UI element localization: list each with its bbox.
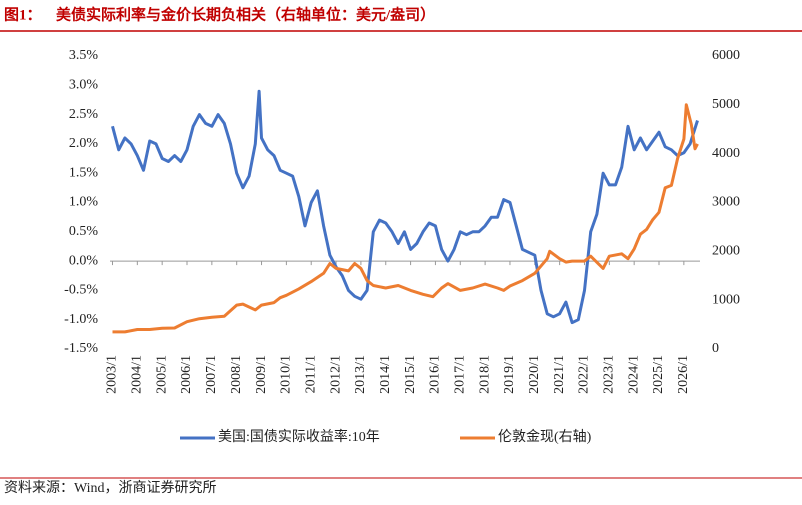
x-tick-label: 2008/1: [229, 355, 244, 394]
x-tick-label: 2005/1: [154, 355, 169, 394]
y-tick-label: 3.0%: [69, 78, 99, 93]
y2-tick-label: 0: [712, 341, 719, 356]
x-tick-label: 2022/1: [577, 355, 592, 394]
legend-label: 美国:国债实际收益率:10年: [218, 428, 380, 445]
x-tick-label: 2019/1: [502, 355, 517, 394]
x-tick-label: 2017/1: [452, 355, 467, 394]
x-tick-label: 2021/1: [552, 355, 567, 394]
x-tick-label: 2006/1: [179, 355, 194, 394]
y-tick-label: 1.5%: [69, 165, 99, 180]
x-tick-label: 2015/1: [403, 355, 418, 394]
legend-label: 伦敦金现(右轴): [498, 429, 592, 445]
x-tick-label: 2004/1: [130, 355, 145, 394]
y-tick-label: 2.0%: [69, 136, 99, 151]
y2-tick-label: 6000: [712, 48, 740, 63]
y2-tick-label: 3000: [712, 195, 740, 210]
x-tick-label: 2009/1: [254, 355, 269, 394]
x-tick-label: 2018/1: [477, 355, 492, 394]
series-line: [112, 103, 699, 334]
y2-tick-label: 5000: [712, 97, 740, 112]
x-tick-label: 2007/1: [204, 355, 219, 394]
x-tick-label: 2016/1: [428, 355, 443, 394]
x-tick-label: 2014/1: [378, 355, 393, 394]
series-line: [111, 89, 699, 325]
y-tick-label: 3.5%: [69, 48, 99, 63]
figure-label: 图1：: [4, 6, 42, 23]
x-tick-label: 2013/1: [353, 355, 368, 394]
y-tick-label: 0.0%: [69, 253, 99, 268]
chart-title: 美债实际利率与金价长期负相关（右轴单位：美元/盎司）: [56, 5, 435, 23]
y2-tick-label: 1000: [712, 292, 740, 307]
x-tick-label: 2012/1: [328, 355, 343, 394]
y2-tick-label: 2000: [712, 244, 740, 259]
y-tick-label: -0.5%: [64, 283, 98, 298]
x-tick-label: 2010/1: [279, 355, 294, 394]
x-tick-label: 2011/1: [303, 355, 318, 393]
x-tick-label: 2025/1: [651, 355, 666, 394]
x-tick-label: 2024/1: [626, 355, 641, 394]
y2-tick-label: 4000: [712, 146, 740, 161]
y-tick-label: -1.5%: [64, 341, 98, 356]
y-tick-label: -1.0%: [64, 312, 98, 327]
y-tick-label: 0.5%: [69, 224, 99, 239]
y-tick-label: 1.0%: [69, 195, 99, 210]
x-tick-label: 2003/1: [105, 355, 120, 394]
x-tick-label: 2020/1: [527, 355, 542, 394]
x-tick-label: 2026/1: [676, 355, 691, 394]
x-tick-label: 2023/1: [602, 355, 617, 394]
y-tick-label: 2.5%: [69, 107, 99, 122]
source: 资料来源：Wind，浙商证券研究所: [4, 480, 217, 496]
